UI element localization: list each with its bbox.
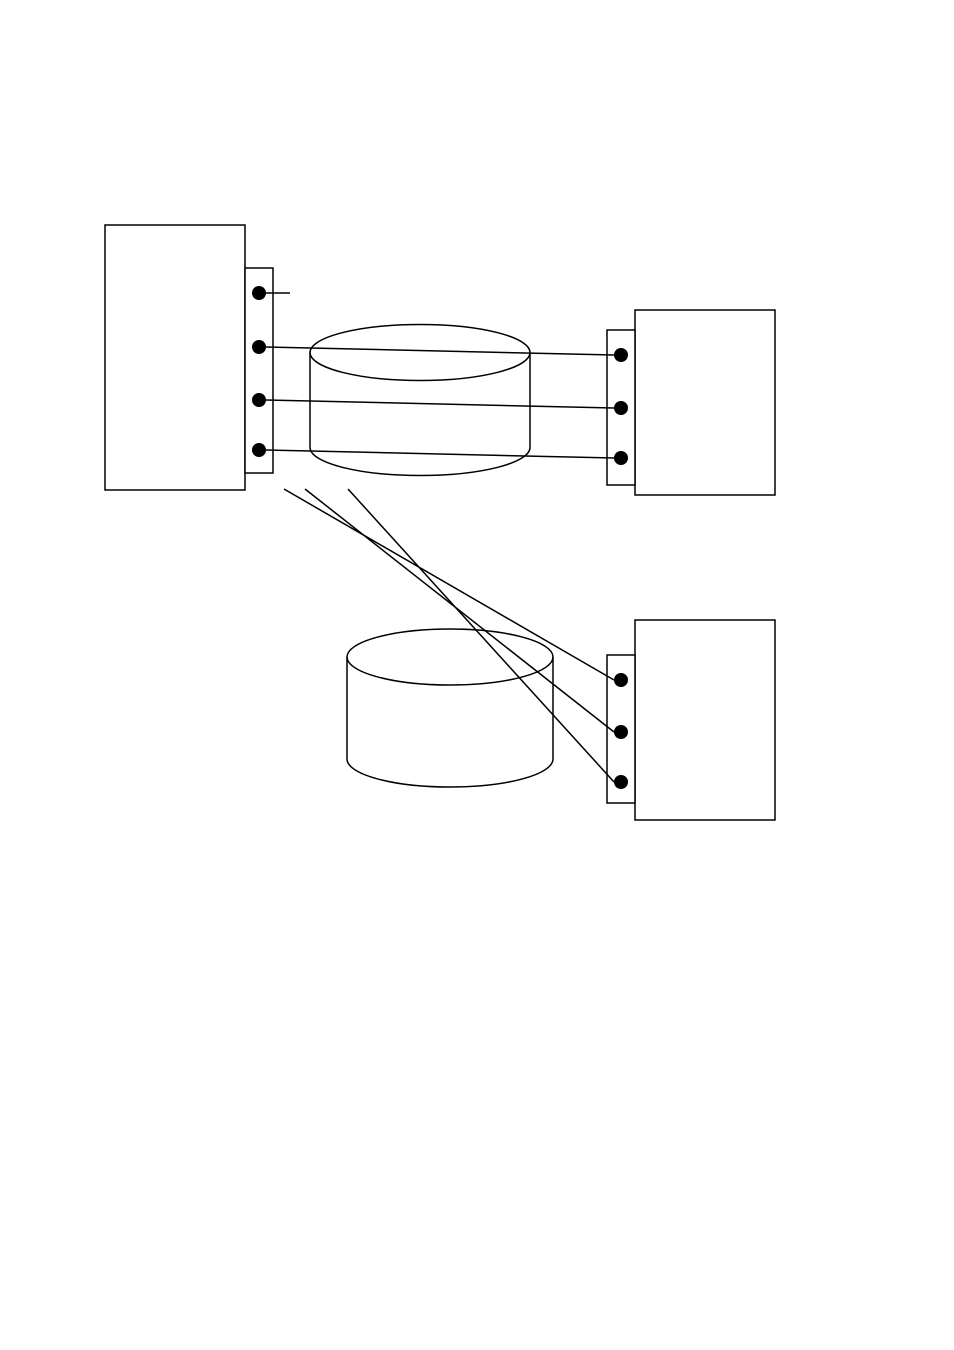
cyl-bottom-top — [347, 629, 553, 685]
wire-5 — [305, 489, 614, 732]
terminal-dot-6 — [614, 451, 628, 465]
wire-1 — [266, 347, 614, 355]
terminal-dot-4 — [614, 348, 628, 362]
cyl-bottom-bottom — [347, 759, 553, 787]
wire-6 — [348, 489, 614, 782]
left-box — [105, 225, 245, 490]
terminal-dot-0 — [252, 286, 266, 300]
wiring-diagram — [0, 0, 954, 1350]
wire-3 — [266, 450, 614, 458]
wire-4 — [284, 489, 614, 680]
wire-2 — [266, 400, 614, 408]
terminal-dot-7 — [614, 673, 628, 687]
right-box-top — [635, 310, 775, 495]
terminal-dot-1 — [252, 340, 266, 354]
terminal-dot-5 — [614, 401, 628, 415]
terminal-dot-8 — [614, 725, 628, 739]
right-box-bottom — [635, 620, 775, 820]
terminal-dot-2 — [252, 393, 266, 407]
terminal-dot-9 — [614, 775, 628, 789]
terminal-dot-3 — [252, 443, 266, 457]
